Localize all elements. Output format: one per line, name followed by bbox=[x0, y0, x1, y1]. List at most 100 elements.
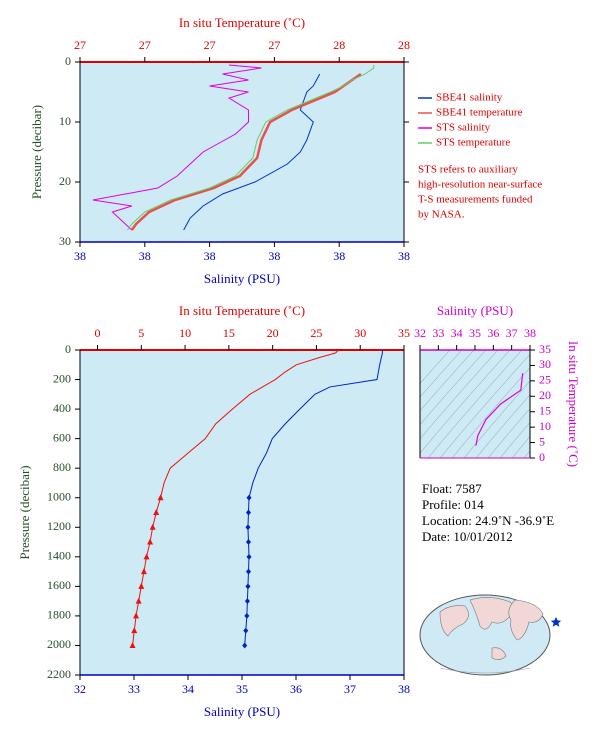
y-tick-label: 2200 bbox=[47, 667, 71, 681]
profile-marker bbox=[245, 524, 251, 531]
x-tick-label: 38 bbox=[74, 249, 86, 263]
y-tick-label: 10 bbox=[539, 419, 551, 433]
map-land bbox=[491, 647, 507, 660]
contour bbox=[499, 422, 530, 458]
y-tick-label: 0 bbox=[65, 54, 71, 68]
profile-marker bbox=[246, 553, 252, 560]
profile-marker bbox=[157, 494, 164, 501]
x-axis-label: Salinity (PSU) bbox=[204, 704, 280, 719]
x-tick-label: 33 bbox=[432, 326, 444, 340]
y-axis-label: Pressure (decibar) bbox=[17, 465, 32, 559]
x-tick-label: 36 bbox=[290, 682, 302, 696]
contour bbox=[451, 367, 530, 458]
profile-marker bbox=[129, 641, 136, 648]
profile-marker bbox=[153, 509, 160, 515]
profile-marker bbox=[131, 627, 138, 634]
x2-tick-label: 28 bbox=[333, 38, 345, 52]
y-tick-label: 2000 bbox=[47, 637, 71, 651]
x2-axis-label: In situ Temperature (˚C) bbox=[179, 303, 305, 318]
x-tick-label: 34 bbox=[182, 682, 194, 696]
profile-marker bbox=[246, 494, 252, 501]
x2-axis-label: In situ Temperature (˚C) bbox=[179, 15, 305, 30]
float-info: Float: 7587 bbox=[422, 481, 482, 496]
x-axis-label: Salinity (PSU) bbox=[437, 303, 513, 318]
y-axis-label: Pressure (decibar) bbox=[29, 105, 44, 199]
x2-tick-label: 28 bbox=[398, 38, 410, 52]
y-tick-label: 35 bbox=[539, 342, 551, 356]
y-tick-label: 15 bbox=[539, 403, 551, 417]
y-tick-label: 400 bbox=[53, 401, 71, 415]
y-tick-label: 10 bbox=[59, 114, 71, 128]
note: high-resolution near-surface bbox=[418, 179, 542, 191]
y-tick-label: 600 bbox=[53, 430, 71, 444]
chart: 38 38 38 38 38 38 Salinity (PSU) 27 27 27 27 28 28 In… bbox=[29, 15, 542, 286]
x-tick-label: 38 bbox=[204, 249, 216, 263]
float-info: Location: 24.9˚N -36.9˚E bbox=[422, 513, 554, 528]
profile-line bbox=[160, 349, 339, 498]
x-tick-label: 38 bbox=[524, 326, 536, 340]
x2-tick-label: 27 bbox=[139, 38, 151, 52]
x-tick-label: 38 bbox=[333, 249, 345, 263]
legend-label: STS temperature bbox=[436, 137, 510, 149]
profile-marker bbox=[245, 568, 251, 575]
legend-label: SBE41 temperature bbox=[436, 107, 523, 119]
profile-marker bbox=[244, 598, 250, 605]
map-land bbox=[439, 605, 469, 637]
float-info: Date: 10/01/2012 bbox=[422, 529, 513, 544]
legend-label: STS salinity bbox=[436, 122, 491, 134]
contour bbox=[463, 380, 530, 458]
profile-marker bbox=[243, 627, 249, 634]
profile-line bbox=[248, 350, 383, 498]
note: by NASA. bbox=[418, 209, 465, 221]
profile-line bbox=[183, 73, 321, 231]
x-tick-label: 33 bbox=[128, 682, 140, 696]
plot-background bbox=[80, 350, 404, 675]
x2-tick-label: 20 bbox=[267, 326, 279, 340]
y-tick-label: 1800 bbox=[47, 608, 71, 622]
profile-marker bbox=[149, 523, 156, 530]
x-tick-label: 37 bbox=[506, 326, 518, 340]
x2-tick-label: 27 bbox=[74, 38, 86, 52]
ts-line bbox=[475, 373, 524, 446]
profile-line bbox=[127, 65, 375, 231]
y-tick-label: 20 bbox=[59, 174, 71, 188]
x2-tick-label: 15 bbox=[223, 326, 235, 340]
profile-marker bbox=[244, 612, 250, 619]
y-tick-label: 30 bbox=[59, 234, 71, 248]
y-tick-label: 5 bbox=[539, 434, 545, 448]
x-tick-label: 32 bbox=[74, 682, 86, 696]
y-tick-label: 1600 bbox=[47, 578, 71, 592]
x2-tick-label: 10 bbox=[179, 326, 191, 340]
x-tick-label: 36 bbox=[487, 326, 499, 340]
contour bbox=[511, 436, 530, 458]
x-tick-label: 37 bbox=[344, 682, 356, 696]
float-location-marker bbox=[550, 617, 562, 627]
profile-marker bbox=[140, 568, 147, 575]
x2-tick-label: 25 bbox=[310, 326, 322, 340]
y-tick-label: 200 bbox=[53, 371, 71, 385]
x-tick-label: 38 bbox=[398, 682, 410, 696]
map-land bbox=[469, 597, 516, 630]
profile-marker bbox=[245, 583, 251, 590]
y-tick-label: 0 bbox=[65, 342, 71, 356]
x2-tick-label: 35 bbox=[398, 326, 410, 340]
y-axis-label: In situ Temperature (˚C) bbox=[566, 341, 581, 467]
x2-tick-label: 0 bbox=[95, 326, 101, 340]
y-tick-label: 1200 bbox=[47, 519, 71, 533]
map-land bbox=[508, 599, 544, 641]
profile-marker bbox=[242, 642, 248, 649]
x-tick-label: 35 bbox=[236, 682, 248, 696]
contour bbox=[475, 394, 530, 458]
profile-line bbox=[130, 72, 362, 231]
float-info: Profile: 014 bbox=[422, 497, 484, 512]
y-tick-label: 0 bbox=[539, 450, 545, 464]
profile-marker bbox=[143, 553, 150, 560]
profile-marker bbox=[133, 612, 140, 619]
x-tick-label: 34 bbox=[451, 326, 463, 340]
note: STS refers to auxiliary bbox=[418, 164, 518, 176]
x2-tick-label: 27 bbox=[204, 38, 216, 52]
profile-line bbox=[92, 64, 262, 231]
